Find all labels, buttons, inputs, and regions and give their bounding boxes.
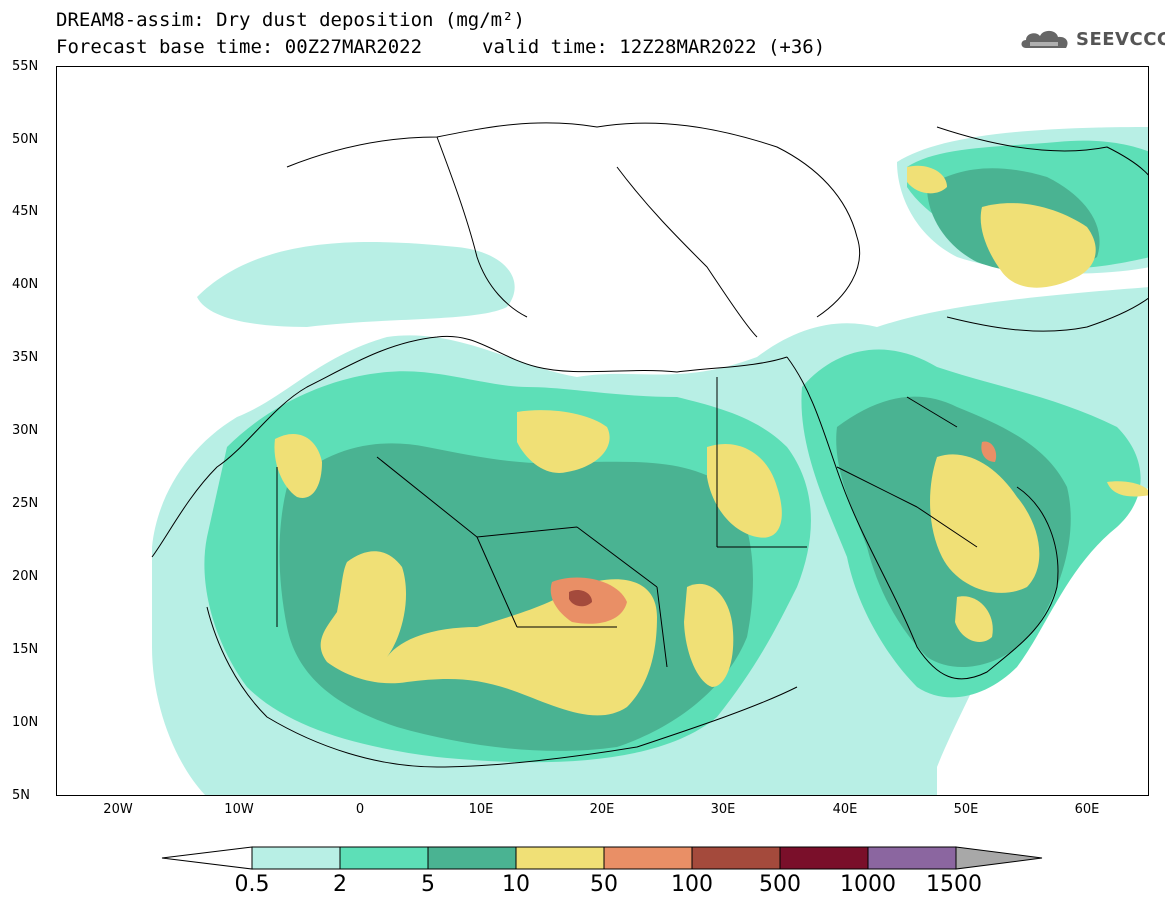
colorbar-label-100: 100 <box>671 872 713 897</box>
colorbar-under-arrow <box>161 846 253 870</box>
lon-label-20w: 20W <box>103 802 133 817</box>
lat-label-45n: 45N <box>12 204 39 219</box>
level-10-50-fill <box>274 165 1148 716</box>
colorbar-label-2: 2 <box>333 872 347 897</box>
colorbar-bin-3 <box>427 846 517 870</box>
lat-label-30n: 30N <box>12 423 39 438</box>
lon-label-0: 0 <box>355 802 365 817</box>
lon-label-50e: 50E <box>953 802 979 817</box>
level-100-500-fill <box>569 590 592 607</box>
colorbar-label-1500: 1500 <box>926 872 982 897</box>
colorbar-bin-8 <box>867 846 957 870</box>
lon-label-10w: 10W <box>224 802 254 817</box>
lat-label-10n: 10N <box>12 715 39 730</box>
colorbar-label-1000: 1000 <box>840 872 896 897</box>
seevccc-logo: SEEVCCC <box>1018 26 1165 52</box>
lat-label-40n: 40N <box>12 277 39 292</box>
map-title: DREAM8-assim: Dry dust deposition (mg/m²… <box>56 9 525 31</box>
forecast-base-time: Forecast base time: 00Z27MAR2022 <box>56 36 423 58</box>
colorbar-label-50: 50 <box>590 872 618 897</box>
colorbar-bin-6 <box>691 846 781 870</box>
colorbar-label-10: 10 <box>502 872 530 897</box>
lat-label-35n: 35N <box>12 350 39 365</box>
lon-label-30e: 30E <box>710 802 736 817</box>
lat-label-15n: 15N <box>12 642 39 657</box>
colorbar <box>161 846 1043 870</box>
cloud-logo-icon <box>1021 30 1068 48</box>
colorbar-bin-2 <box>339 846 429 870</box>
lon-label-10e: 10E <box>468 802 494 817</box>
lon-label-40e: 40E <box>832 802 858 817</box>
valid-time: valid time: 12Z28MAR2022 (+36) <box>482 36 826 58</box>
colorbar-over-arrow <box>955 846 1043 870</box>
lon-label-20e: 20E <box>589 802 615 817</box>
colorbar-bin-4 <box>515 846 605 870</box>
dust-deposition-map <box>151 122 1148 795</box>
lat-label-50n: 50N <box>12 132 39 147</box>
colorbar-bin-1 <box>251 846 341 870</box>
colorbar-label-500: 500 <box>759 872 801 897</box>
lat-label-20n: 20N <box>12 569 39 584</box>
map-panel <box>56 66 1149 796</box>
lon-label-60e: 60E <box>1074 802 1100 817</box>
colorbar-bin-7 <box>779 846 869 870</box>
lat-label-25n: 25N <box>12 496 39 511</box>
colorbar-bin-5 <box>603 846 693 870</box>
lat-label-5n: 5N <box>12 788 30 803</box>
lat-label-55n: 55N <box>12 59 39 74</box>
colorbar-label-0p5: 0.5 <box>234 872 270 897</box>
logo-text: SEEVCCC <box>1076 28 1165 50</box>
colorbar-label-5: 5 <box>421 872 435 897</box>
coastlines-and-borders <box>151 122 1148 768</box>
